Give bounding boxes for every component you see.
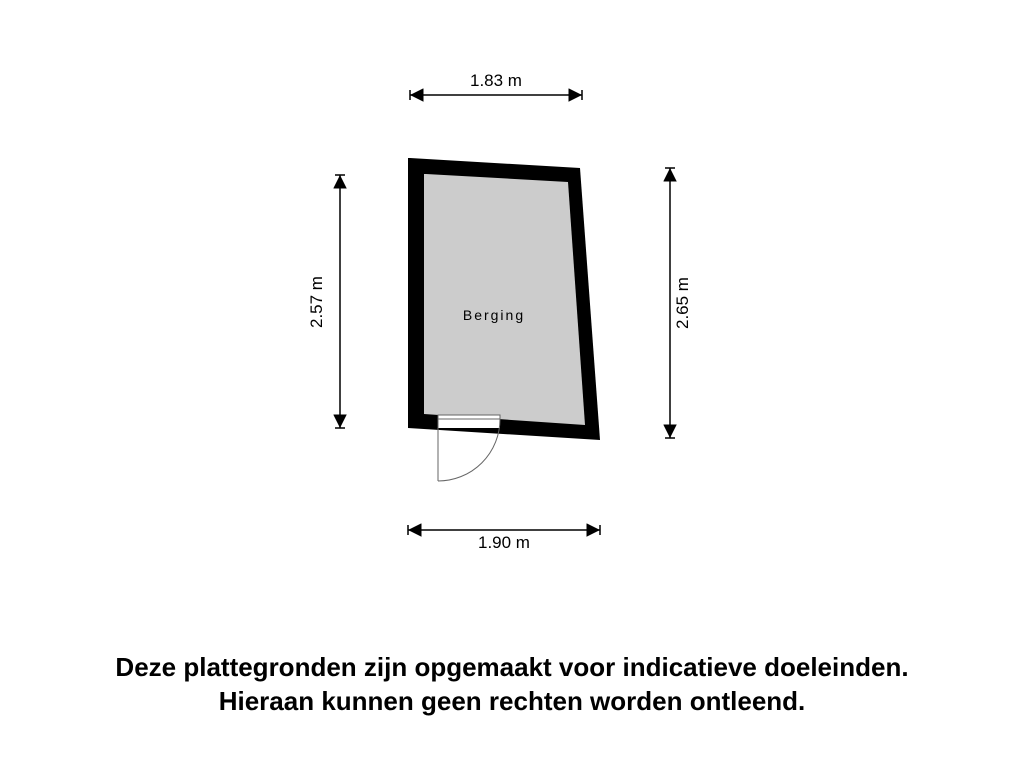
dimension-label: 1.90 m <box>478 533 530 552</box>
dimension-label: 2.57 m <box>307 276 326 328</box>
dimension-label: 1.83 m <box>470 71 522 90</box>
disclaimer-line2: Hieraan kunnen geen rechten worden ontle… <box>0 684 1024 718</box>
disclaimer-line1: Deze plattegronden zijn opgemaakt voor i… <box>0 650 1024 684</box>
room-label: Berging <box>463 307 525 323</box>
dimension-label: 2.65 m <box>673 277 692 329</box>
disclaimer-block: Deze plattegronden zijn opgemaakt voor i… <box>0 650 1024 718</box>
door-panel <box>438 415 500 419</box>
room-interior <box>424 174 585 425</box>
